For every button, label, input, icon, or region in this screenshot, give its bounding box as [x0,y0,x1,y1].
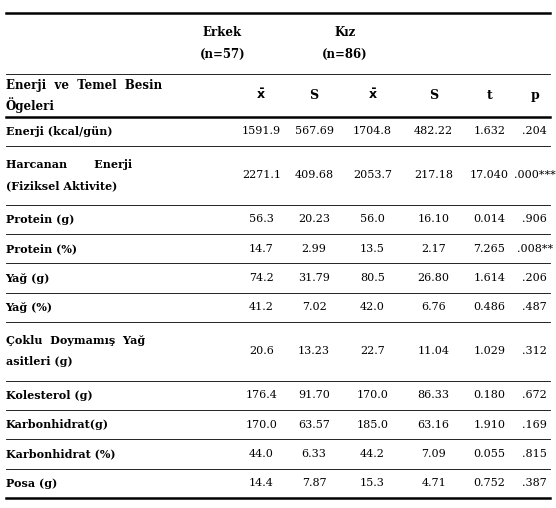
Text: 2.99: 2.99 [302,244,326,253]
Text: 6.33: 6.33 [302,449,326,459]
Text: Enerji (kcal/gün): Enerji (kcal/gün) [6,126,112,137]
Text: 0.055: 0.055 [473,449,505,459]
Text: 20.23: 20.23 [298,214,330,225]
Text: 31.79: 31.79 [298,273,330,283]
Text: .672: .672 [523,390,547,400]
Text: Posa (g): Posa (g) [6,478,57,489]
Text: 4.71: 4.71 [421,478,446,488]
Text: (Fiziksel Aktivite): (Fiziksel Aktivite) [6,180,117,192]
Text: Kolesterol (g): Kolesterol (g) [6,390,92,401]
Text: 14.7: 14.7 [249,244,274,253]
Text: 7.02: 7.02 [302,302,326,312]
Text: asitleri (g): asitleri (g) [6,356,72,367]
Text: 13.23: 13.23 [298,346,330,356]
Text: .000***: .000*** [514,171,556,180]
Text: 56.0: 56.0 [360,214,385,225]
Text: Karbonhidrat(g): Karbonhidrat(g) [6,419,108,430]
Text: Protein (g): Protein (g) [6,214,74,225]
Text: 26.80: 26.80 [418,273,450,283]
Text: .206: .206 [523,273,547,283]
Text: 2271.1: 2271.1 [242,171,281,180]
Text: (n=57): (n=57) [200,48,245,61]
Text: .487: .487 [523,302,547,312]
Text: .906: .906 [523,214,547,225]
Text: 80.5: 80.5 [360,273,385,283]
Text: .815: .815 [523,449,547,459]
Text: 14.4: 14.4 [249,478,274,488]
Text: $\mathbf{\bar{x}}$: $\mathbf{\bar{x}}$ [256,88,266,102]
Text: Protein (%): Protein (%) [6,243,77,254]
Text: 409.68: 409.68 [295,171,334,180]
Text: 1.910: 1.910 [473,420,505,430]
Text: 74.2: 74.2 [249,273,274,283]
Text: 63.16: 63.16 [418,420,450,430]
Text: Kız: Kız [334,25,355,39]
Text: 1591.9: 1591.9 [242,126,281,137]
Text: 0.014: 0.014 [473,214,505,225]
Text: 2.17: 2.17 [421,244,446,253]
Text: .008**: .008** [517,244,553,253]
Text: .204: .204 [523,126,547,137]
Text: 1.614: 1.614 [473,273,505,283]
Text: Harcanan       Enerji: Harcanan Enerji [6,160,132,170]
Text: 217.18: 217.18 [414,171,453,180]
Text: 41.2: 41.2 [249,302,274,312]
Text: 0.180: 0.180 [473,390,505,400]
Text: 13.5: 13.5 [360,244,385,253]
Text: 44.0: 44.0 [249,449,274,459]
Text: 1.632: 1.632 [473,126,505,137]
Text: .387: .387 [523,478,547,488]
Text: Çoklu  Doymamış  Yağ: Çoklu Doymamış Yağ [6,335,145,346]
Text: 20.6: 20.6 [249,346,274,356]
Text: 1.029: 1.029 [473,346,505,356]
Text: 42.0: 42.0 [360,302,385,312]
Text: 56.3: 56.3 [249,214,274,225]
Text: t: t [486,89,492,102]
Text: $\mathbf{\bar{x}}$: $\mathbf{\bar{x}}$ [368,88,378,102]
Text: p: p [530,89,539,102]
Text: Erkek: Erkek [203,25,242,39]
Text: 44.2: 44.2 [360,449,385,459]
Text: (n=86): (n=86) [322,48,368,61]
Text: 0.752: 0.752 [473,478,505,488]
Text: 63.57: 63.57 [298,420,330,430]
Text: Yağ (g): Yağ (g) [6,272,50,283]
Text: 86.33: 86.33 [418,390,450,400]
Text: 185.0: 185.0 [356,420,389,430]
Text: S: S [429,89,438,102]
Text: 7.87: 7.87 [302,478,326,488]
Text: .312: .312 [523,346,547,356]
Text: 176.4: 176.4 [245,390,277,400]
Text: Enerji  ve  Temel  Besin: Enerji ve Temel Besin [6,79,162,91]
Text: .169: .169 [523,420,547,430]
Text: 0.486: 0.486 [473,302,505,312]
Text: 16.10: 16.10 [418,214,450,225]
Text: 11.04: 11.04 [418,346,450,356]
Text: 6.76: 6.76 [421,302,446,312]
Text: 567.69: 567.69 [295,126,334,137]
Text: Ögeleri: Ögeleri [6,98,54,113]
Text: 15.3: 15.3 [360,478,385,488]
Text: 91.70: 91.70 [298,390,330,400]
Text: 7.09: 7.09 [421,449,446,459]
Text: 17.040: 17.040 [470,171,509,180]
Text: 482.22: 482.22 [414,126,453,137]
Text: 170.0: 170.0 [245,420,277,430]
Text: 2053.7: 2053.7 [353,171,392,180]
Text: 1704.8: 1704.8 [353,126,392,137]
Text: S: S [310,89,319,102]
Text: Yağ (%): Yağ (%) [6,302,53,313]
Text: Karbonhidrat (%): Karbonhidrat (%) [6,449,115,459]
Text: 22.7: 22.7 [360,346,385,356]
Text: 7.265: 7.265 [473,244,505,253]
Text: 170.0: 170.0 [356,390,389,400]
